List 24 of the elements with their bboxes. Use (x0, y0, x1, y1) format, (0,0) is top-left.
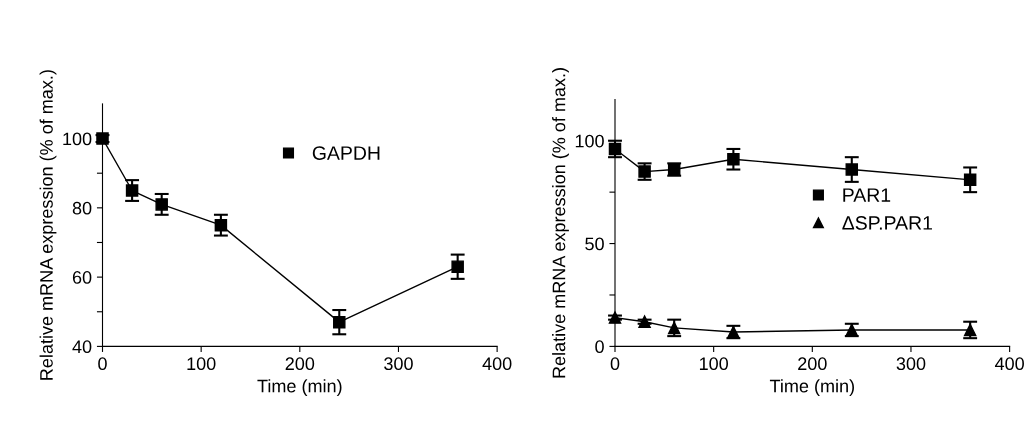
y-tick-label: 50 (585, 237, 604, 251)
y-tick-label: 40 (72, 340, 92, 354)
x-tick-label: 100 (187, 357, 216, 371)
y-tick-label: 80 (72, 201, 92, 215)
x-axis-title: Time (min) (769, 379, 854, 397)
x-tick-label: 200 (798, 357, 827, 371)
y-axis-title: Relative mRNA expression (% of max.) (552, 68, 569, 378)
y-tick-label: 100 (63, 132, 92, 146)
legend-label: ΔSP.PAR1 (842, 216, 932, 230)
y-tick-label: 100 (575, 134, 604, 148)
y-tick-label: 0 (595, 340, 604, 354)
legend-label: GAPDH (312, 146, 380, 160)
x-tick-label: 0 (610, 357, 620, 371)
x-tick-label: 400 (994, 357, 1024, 371)
x-axis-title: Time (min) (257, 379, 342, 397)
x-tick-label: 0 (98, 357, 107, 371)
y-tick-label: 60 (72, 271, 92, 284)
x-tick-label: 300 (896, 357, 926, 371)
x-tick-label: 200 (285, 357, 315, 371)
legend-label: PAR1 (843, 188, 891, 202)
x-tick-label: 300 (384, 357, 413, 371)
x-tick-label: 400 (482, 357, 512, 371)
x-tick-label: 100 (699, 357, 729, 371)
y-axis-title: Relative mRNA expression (% of max.) (39, 70, 57, 380)
